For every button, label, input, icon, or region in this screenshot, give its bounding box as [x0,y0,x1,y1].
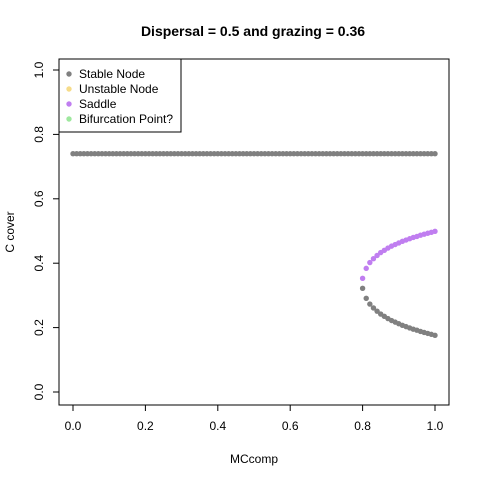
x-axis-label: MCcomp [230,452,278,466]
x-axis: 0.0 0.2 0.4 0.6 0.8 1.0 [65,404,444,433]
x-tick-label: 0.0 [65,419,82,433]
y-tick-label: 0.8 [32,126,46,143]
legend-label: Bifurcation Point? [79,112,173,126]
y-tick-label: 0.2 [32,319,46,336]
legend-marker [66,116,72,122]
y-tick-label: 1.0 [32,61,46,78]
legend-label: Stable Node [79,67,145,81]
x-tick-label: 0.6 [282,419,299,433]
data-point [432,332,438,339]
data-points [70,151,438,339]
legend-label: Saddle [79,97,117,111]
y-axis: 0.0 0.2 0.4 0.6 0.8 1.0 [32,61,60,400]
series-saddle [359,228,438,282]
legend-marker [66,71,72,77]
data-point [367,259,373,266]
data-point [370,305,377,311]
y-axis-label: C cover [3,211,17,252]
legend-box [58,58,182,133]
y-tick-label: 0.4 [32,255,46,272]
data-point [432,151,438,157]
y-tick-label: 0.0 [32,383,46,400]
chart-title: Dispersal = 0.5 and grazing = 0.36 [141,23,365,39]
data-point [370,255,377,262]
x-tick-label: 0.8 [354,419,371,433]
data-point [359,275,366,282]
data-point [363,295,369,301]
legend-marker [66,86,72,92]
x-tick-label: 1.0 [427,419,444,433]
legend-marker [66,101,72,107]
x-tick-label: 0.2 [137,419,154,433]
y-tick-label: 0.6 [32,190,46,207]
x-tick-label: 0.4 [209,419,226,433]
data-point [432,228,438,235]
series-stable-node [70,151,438,339]
data-point [374,308,380,314]
data-point [363,265,369,272]
data-point [367,301,373,307]
legend-label: Unstable Node [79,82,159,96]
data-point [359,285,366,292]
data-point [374,252,380,259]
